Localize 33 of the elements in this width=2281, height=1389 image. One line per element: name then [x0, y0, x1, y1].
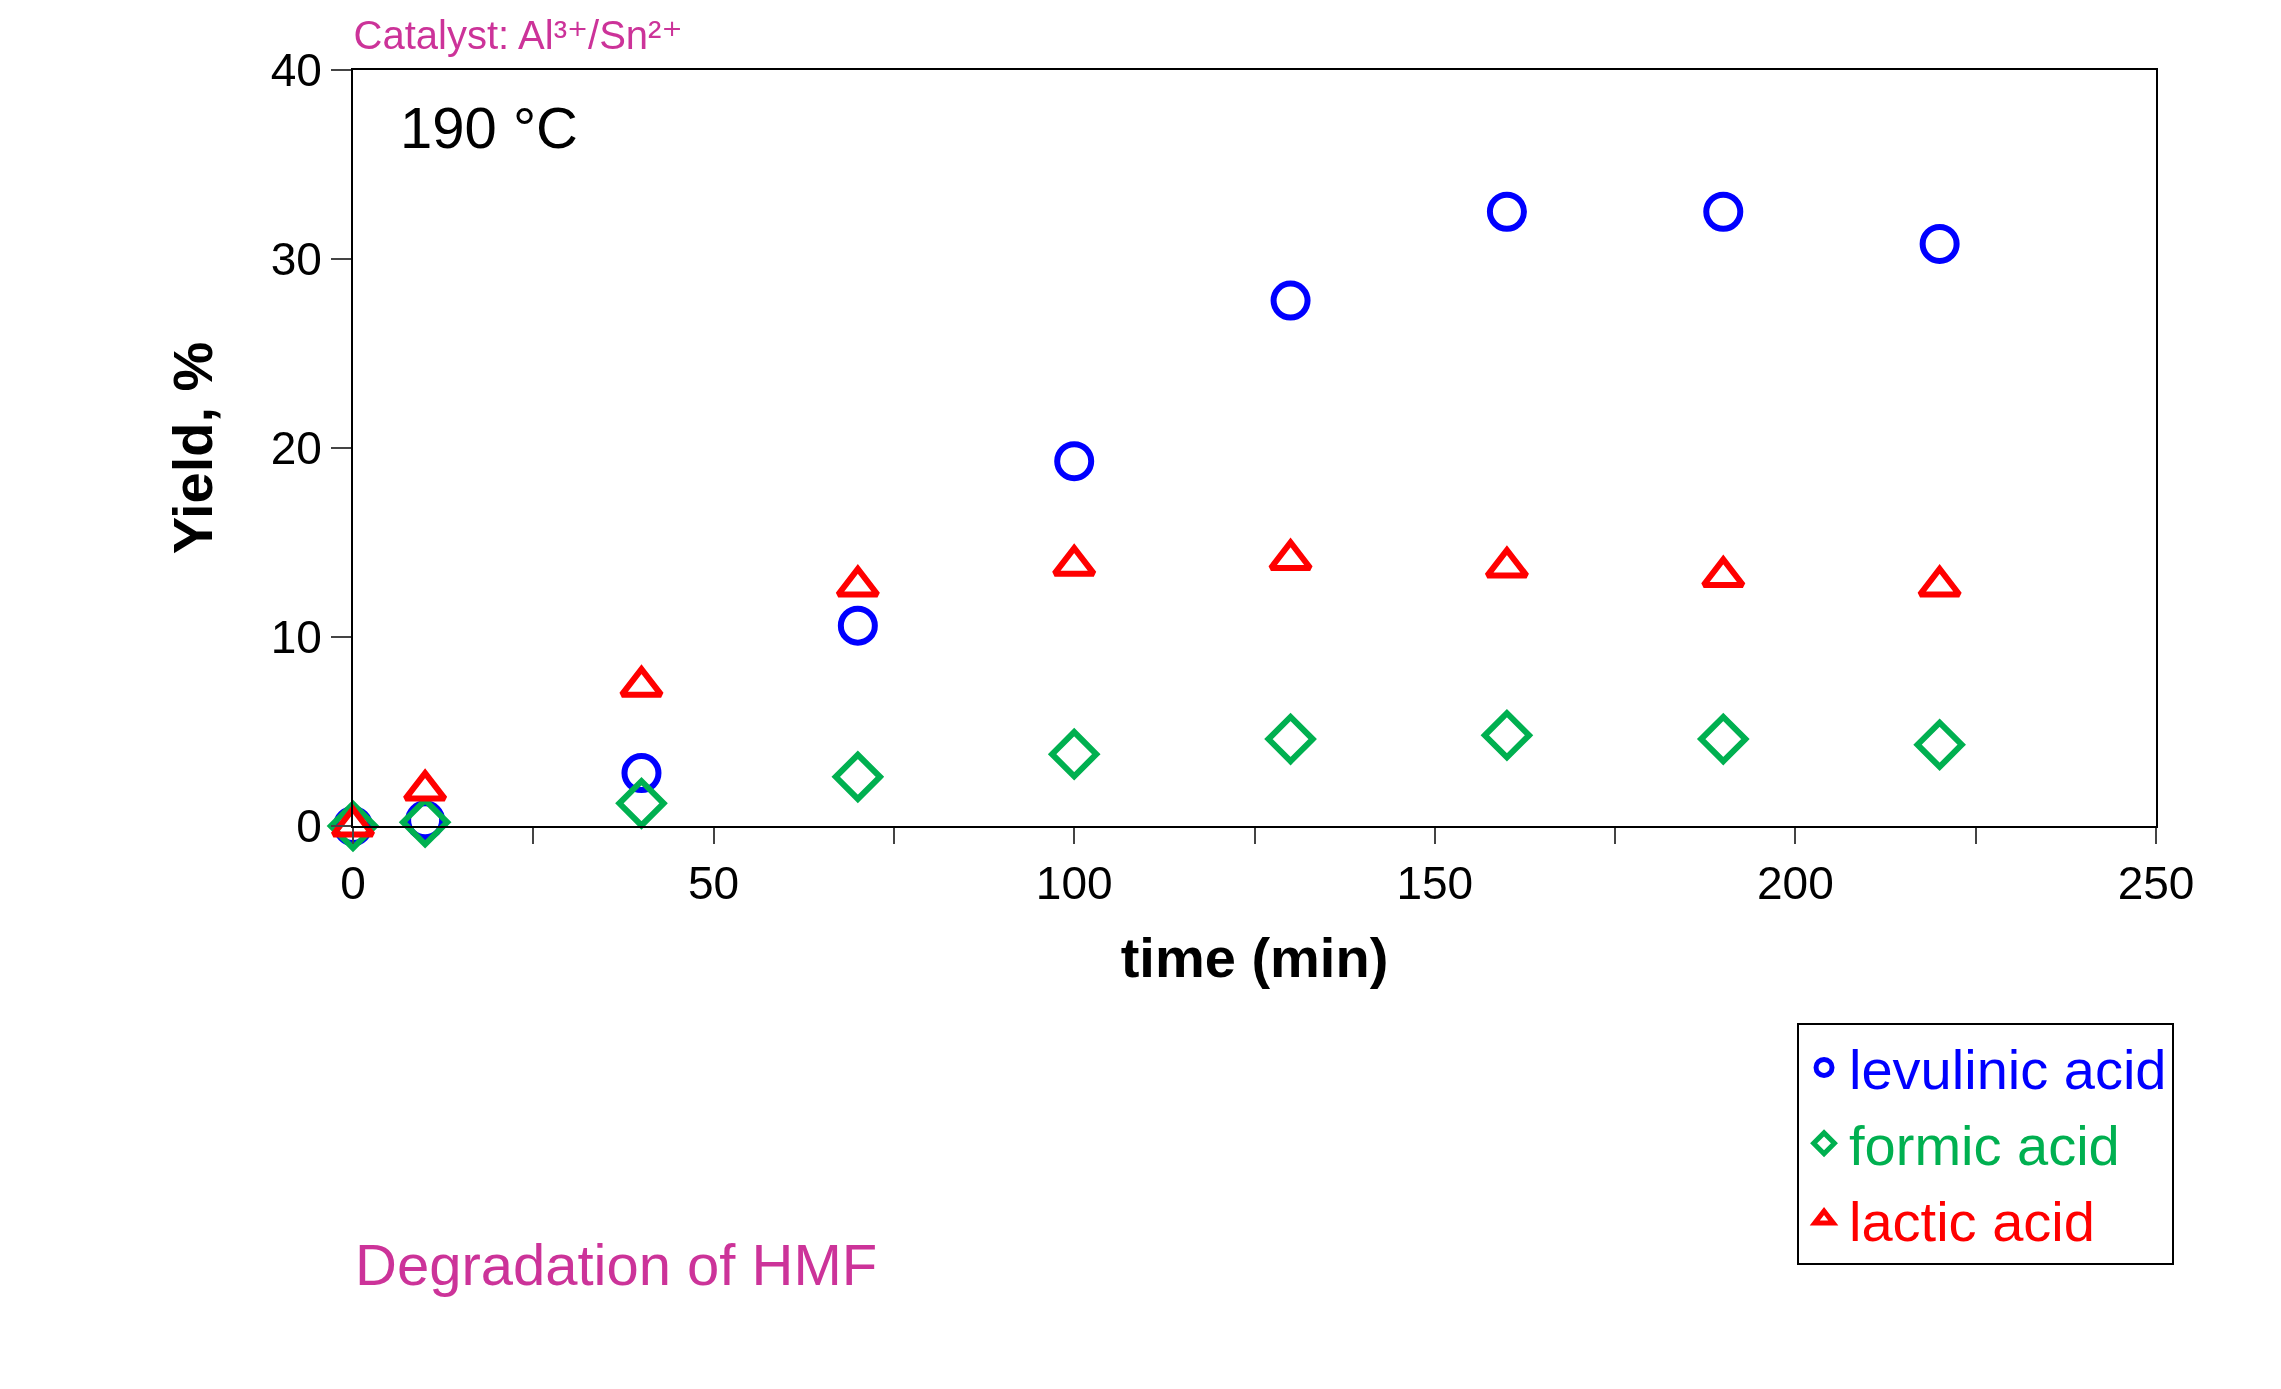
- point: [1698, 713, 1749, 765]
- point: [1703, 191, 1744, 232]
- x-tick-label: 250: [2117, 857, 2195, 910]
- point: [837, 605, 878, 646]
- x-tick-label: 100: [1035, 857, 1113, 910]
- point: [1270, 280, 1311, 321]
- text: Degradation of HMF: [355, 1232, 878, 1297]
- legend-label: formic acid: [1849, 1114, 2120, 1178]
- y-axis-title: Yield, %: [161, 341, 225, 555]
- y-tick-label: 10: [270, 611, 322, 664]
- x-axis-title: time (min): [1120, 926, 1389, 990]
- y-tick-label: 30: [270, 233, 322, 286]
- point: [616, 778, 667, 829]
- y-tick-label: 40: [270, 44, 322, 97]
- point: [1481, 710, 1533, 761]
- x-tick-label: 150: [1396, 857, 1474, 910]
- point: [1486, 191, 1527, 232]
- point: [1265, 713, 1316, 765]
- x-tick-label: 0: [340, 857, 366, 910]
- legend-label: lactic acid: [1849, 1189, 2095, 1253]
- point: [1919, 223, 1960, 264]
- y-tick-label: 0: [296, 800, 322, 853]
- point: [832, 751, 883, 802]
- chart-title: Catalyst: Al³⁺/Sn²⁺: [353, 12, 683, 57]
- point: [1049, 729, 1100, 780]
- point: [1054, 441, 1095, 482]
- legend-label: levulinic acid: [1849, 1038, 2167, 1102]
- y-tick-label: 20: [270, 422, 322, 475]
- annotation: 190 °C: [400, 95, 578, 160]
- x-tick-label: 200: [1757, 857, 1834, 910]
- x-tick-label: 50: [688, 857, 740, 910]
- point: [621, 753, 662, 794]
- point: [1914, 719, 1965, 770]
